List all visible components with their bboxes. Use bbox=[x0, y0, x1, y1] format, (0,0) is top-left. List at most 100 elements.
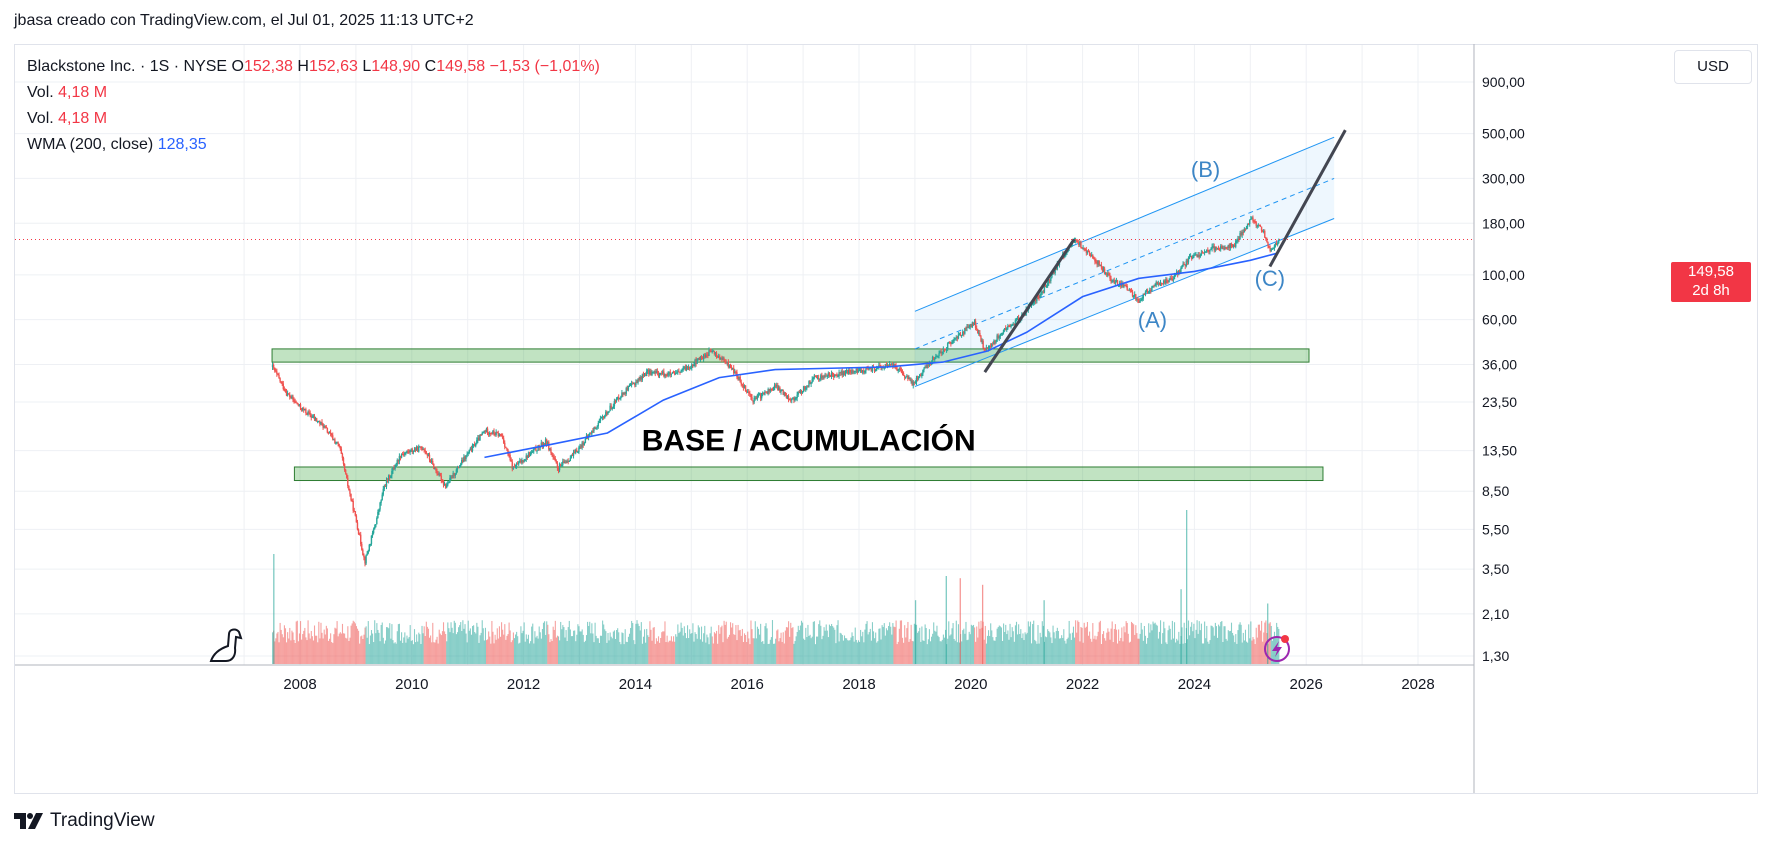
volume-bar bbox=[322, 638, 324, 664]
notification-dot bbox=[1281, 635, 1289, 643]
volume-bar bbox=[1101, 634, 1104, 664]
candle-body bbox=[337, 442, 339, 445]
candle-body bbox=[658, 373, 661, 376]
candle-body bbox=[813, 375, 816, 378]
volume-bar bbox=[1142, 640, 1144, 664]
candle-body bbox=[1265, 237, 1267, 239]
volume-bar bbox=[1249, 638, 1251, 664]
volume-bar bbox=[1269, 622, 1271, 664]
candle-body bbox=[500, 434, 503, 437]
volume-bar bbox=[813, 621, 815, 664]
candle-body bbox=[666, 375, 668, 377]
currency-button[interactable]: USD bbox=[1674, 50, 1752, 84]
candle-body bbox=[959, 334, 962, 336]
candle-body bbox=[395, 464, 397, 467]
candle-body bbox=[443, 483, 446, 485]
volume-bar bbox=[685, 638, 688, 664]
candle-body bbox=[444, 483, 447, 488]
volume-bar bbox=[975, 641, 977, 664]
volume-bar bbox=[360, 636, 362, 664]
volume-bar bbox=[955, 620, 957, 664]
legend-volume-1[interactable]: Vol. 4,18 M bbox=[27, 80, 600, 106]
candle-body bbox=[634, 383, 636, 386]
volume-bar bbox=[1064, 640, 1066, 664]
volume-bar bbox=[473, 625, 475, 664]
candle-body bbox=[580, 446, 582, 448]
volume-bar bbox=[1013, 641, 1015, 664]
candle-body bbox=[455, 469, 458, 474]
volume-bar bbox=[670, 636, 672, 664]
volume-bar bbox=[1025, 634, 1027, 664]
volume-bar bbox=[899, 620, 901, 664]
candle-body bbox=[996, 335, 998, 342]
candle-body bbox=[523, 460, 525, 463]
volume-bar bbox=[475, 633, 477, 664]
volume-bar bbox=[435, 639, 437, 664]
candle-body bbox=[720, 357, 722, 360]
candle-body bbox=[1135, 294, 1137, 300]
dino-icon-shape bbox=[209, 628, 243, 662]
candle-body bbox=[852, 370, 854, 373]
legend-volume-2[interactable]: Vol. 4,18 M bbox=[27, 106, 600, 132]
candle-body bbox=[1241, 232, 1243, 236]
candle-body bbox=[1040, 291, 1042, 295]
volume-bar bbox=[1256, 637, 1258, 664]
candle-body bbox=[859, 369, 862, 371]
volume-bar bbox=[1195, 629, 1197, 664]
candle-body bbox=[673, 372, 676, 375]
candle-body bbox=[564, 462, 566, 464]
candle-body bbox=[554, 458, 556, 462]
volume-bar bbox=[617, 628, 619, 664]
volume-bar bbox=[843, 635, 846, 664]
volume-bar bbox=[697, 625, 699, 664]
candle-body bbox=[863, 370, 865, 373]
candle-body bbox=[454, 473, 456, 476]
candle-body bbox=[299, 404, 302, 409]
volume-bar bbox=[760, 623, 762, 664]
volume-bar bbox=[1120, 637, 1122, 664]
volume-bar bbox=[1111, 621, 1113, 664]
volume-bar bbox=[498, 626, 500, 664]
volume-bar bbox=[1001, 640, 1004, 664]
volume-bar bbox=[467, 620, 469, 664]
volume-bar bbox=[1170, 639, 1172, 664]
volume-bar bbox=[1238, 624, 1240, 664]
candle-body bbox=[1184, 264, 1186, 267]
candle-body bbox=[1036, 296, 1038, 302]
candle-body bbox=[624, 393, 626, 395]
volume-bar bbox=[494, 634, 496, 664]
candle-body bbox=[709, 350, 711, 352]
candle-body bbox=[923, 368, 925, 370]
volume-bar bbox=[1150, 624, 1152, 664]
candle-body bbox=[1043, 286, 1046, 293]
candle-body bbox=[1083, 248, 1085, 250]
candle-body bbox=[489, 432, 491, 435]
volume-bar bbox=[308, 633, 310, 664]
volume-bar bbox=[1213, 635, 1215, 664]
candle-body bbox=[1107, 273, 1109, 276]
volume-bar bbox=[1270, 625, 1272, 664]
volume-bar bbox=[336, 621, 338, 664]
volume-bar bbox=[1158, 631, 1161, 664]
candle-body bbox=[1123, 284, 1125, 287]
volume-bar bbox=[923, 640, 925, 664]
volume-bar bbox=[1028, 626, 1030, 664]
volume-bar bbox=[288, 638, 290, 664]
volume-bar bbox=[695, 634, 697, 664]
volume-bar bbox=[783, 643, 785, 664]
volume-bar bbox=[525, 634, 527, 664]
volume-bar bbox=[546, 621, 548, 664]
volume-bar bbox=[286, 642, 288, 664]
candle-body bbox=[1196, 254, 1198, 257]
candle-body bbox=[347, 477, 349, 487]
legend-wma[interactable]: WMA (200, close) 128,35 bbox=[27, 132, 600, 158]
volume-bar bbox=[581, 629, 583, 664]
candle-body bbox=[762, 392, 764, 394]
volume-bar bbox=[712, 643, 714, 664]
footer-brand[interactable]: TradingView bbox=[14, 810, 155, 832]
candle-body bbox=[353, 510, 355, 512]
volume-bar bbox=[689, 629, 691, 664]
legend-wma-value: 128,35 bbox=[157, 136, 207, 153]
volume-bar bbox=[1060, 638, 1062, 664]
